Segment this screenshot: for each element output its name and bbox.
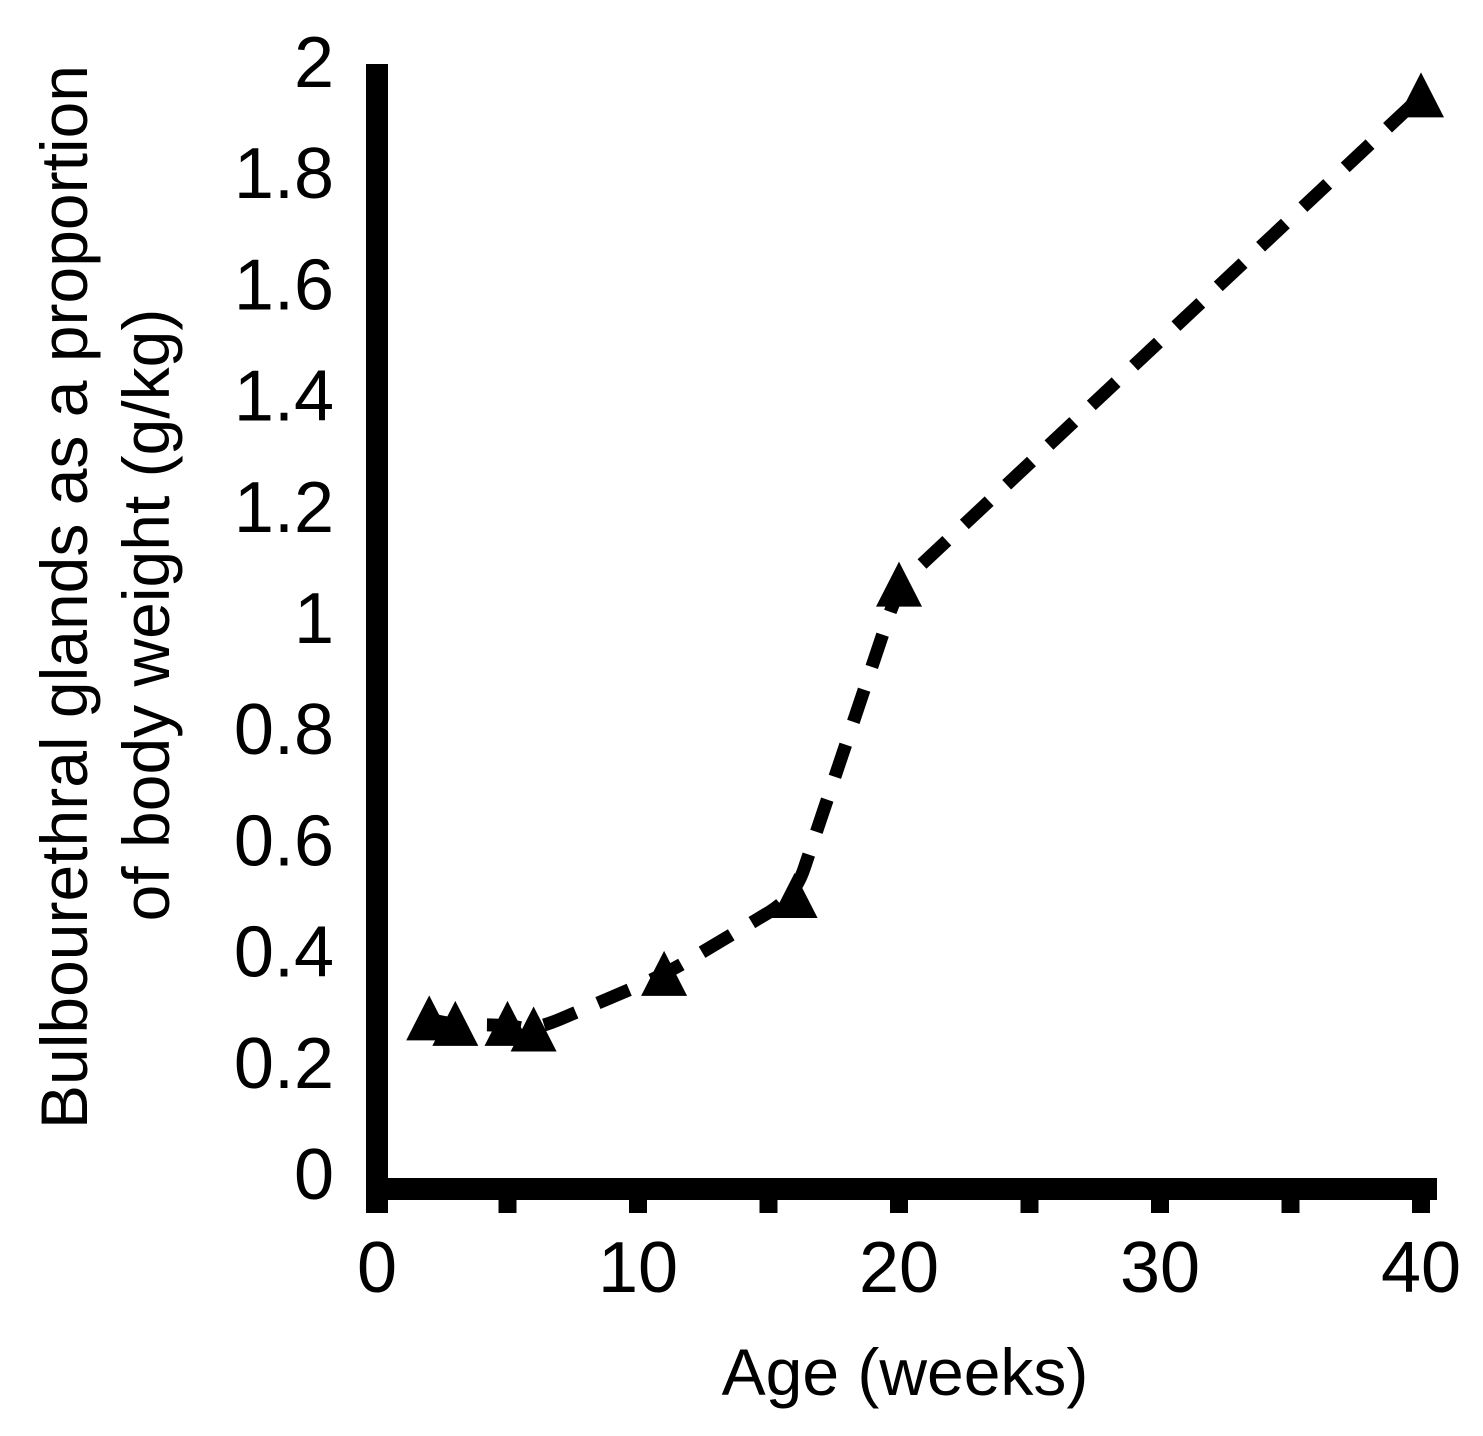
- y-axis-title-line-1: Bulbourethral glands as a proportion: [27, 65, 101, 1129]
- series-markers: [406, 72, 1444, 1052]
- data-point-marker: [1398, 72, 1444, 118]
- x-axis-tick-labels: 0 10 20 30 40: [357, 1228, 1461, 1308]
- y-axis-tick-labels: 0 0.2 0.4 0.6 0.8 1 1.2 1.4 1.6 1.8 2: [234, 23, 334, 1215]
- x-tick-label: 0: [357, 1228, 397, 1308]
- data-point-marker: [406, 995, 453, 1041]
- x-tick-label: 30: [1120, 1228, 1200, 1308]
- y-tick-label: 1: [294, 579, 334, 659]
- y-axis-title-line-2: of body weight (g/kg): [109, 309, 183, 922]
- y-tick-label: 1.4: [234, 357, 334, 437]
- x-major-tick: [890, 1200, 908, 1213]
- y-tick-label: 0.8: [234, 690, 334, 770]
- data-point-marker: [510, 1006, 557, 1052]
- y-tick-label: 0.4: [234, 913, 334, 993]
- data-point-marker: [641, 950, 688, 996]
- y-tick-label: 1.2: [234, 468, 334, 548]
- x-major-tick: [1412, 1200, 1430, 1213]
- x-minor-tick: [1281, 1200, 1300, 1213]
- x-tick-label: 10: [598, 1228, 678, 1308]
- y-tick-label: 0.2: [234, 1024, 334, 1104]
- y-axis-spine: [366, 64, 388, 1213]
- y-tick-label: 2: [294, 23, 334, 103]
- x-axis-tick-marks: [368, 1200, 1430, 1213]
- x-axis-title: Age (weeks): [722, 1335, 1089, 1409]
- x-minor-tick: [759, 1200, 778, 1213]
- data-point-marker: [432, 1000, 479, 1046]
- data-point-marker: [484, 1000, 531, 1046]
- x-tick-label: 40: [1381, 1228, 1461, 1308]
- x-minor-tick: [498, 1200, 517, 1213]
- x-minor-tick: [1020, 1200, 1039, 1213]
- x-major-tick: [1151, 1200, 1169, 1213]
- data-point-marker: [876, 561, 922, 607]
- x-axis-spine: [366, 1178, 1437, 1200]
- data-point-marker: [771, 873, 818, 918]
- y-tick-label: 1.8: [234, 134, 334, 214]
- x-tick-label: 20: [859, 1228, 939, 1308]
- y-tick-label: 0: [294, 1135, 334, 1215]
- y-tick-label: 1.6: [234, 245, 334, 325]
- x-major-tick: [629, 1200, 647, 1213]
- series-line: [427, 91, 1426, 1035]
- y-tick-label: 0.6: [234, 801, 334, 881]
